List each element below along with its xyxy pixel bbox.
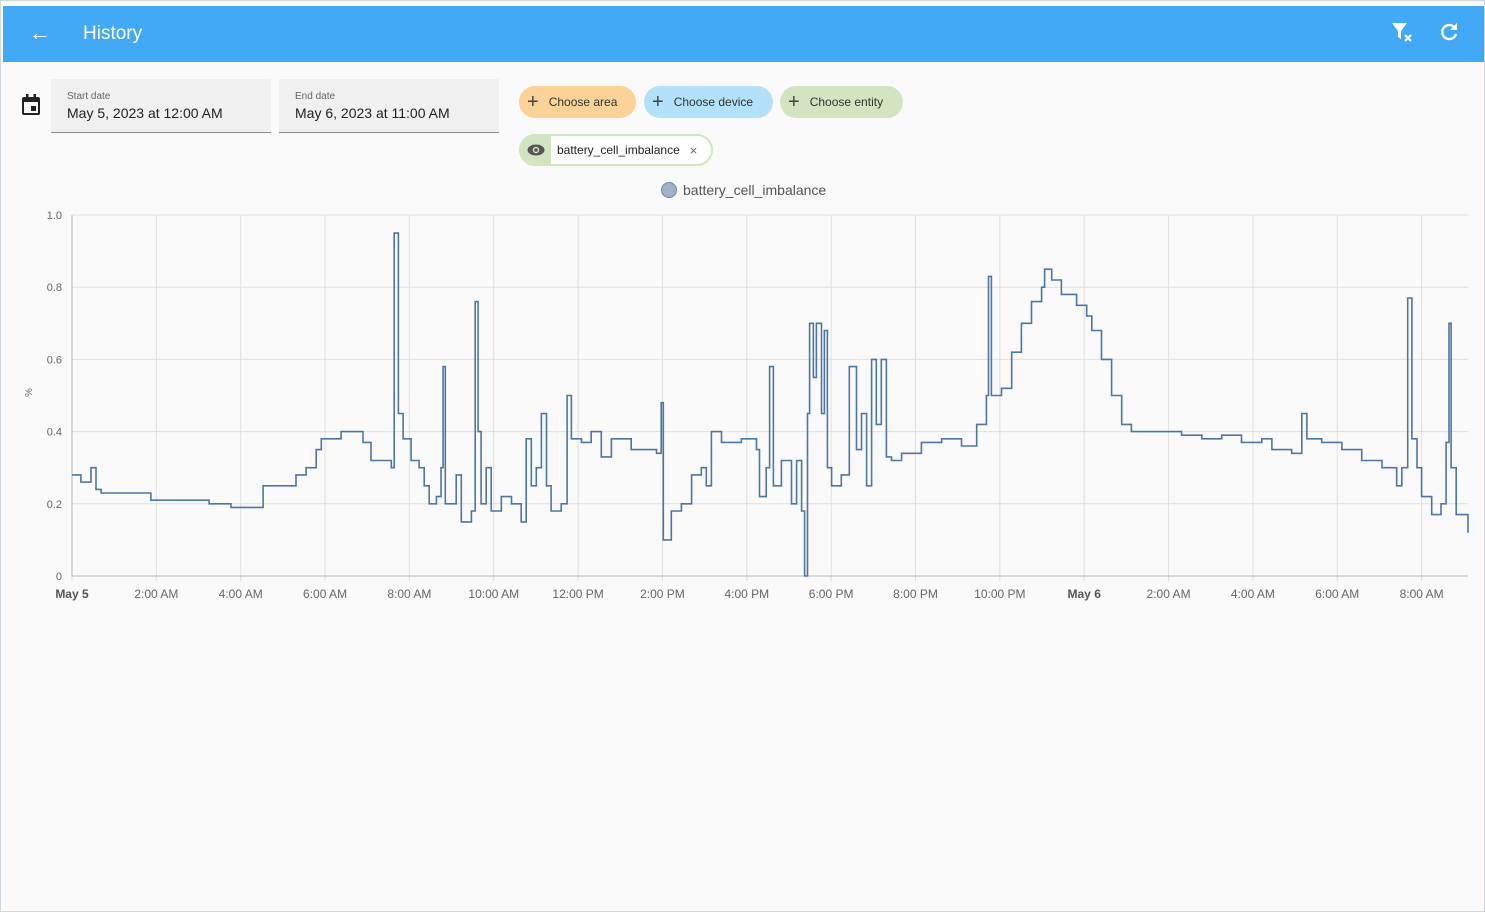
end-date-field[interactable]: End date May 6, 2023 at 11:00 AM [279, 79, 499, 133]
y-tick-label: 1.0 [47, 210, 62, 222]
x-tick-label: 8:00 PM [893, 587, 938, 601]
y-tick-label: 0.6 [47, 354, 62, 366]
plus-icon: + [527, 90, 539, 113]
x-tick-label: 6:00 AM [1315, 587, 1359, 601]
calendar-icon[interactable] [21, 94, 41, 116]
selected-entity-chip[interactable]: battery_cell_imbalance × [519, 134, 713, 166]
choose-entity-button[interactable]: + Choose entity [780, 86, 903, 118]
selected-entity-label: battery_cell_imbalance [557, 143, 680, 157]
end-date-value: May 6, 2023 at 11:00 AM [295, 105, 450, 121]
x-tick-label: 4:00 AM [1231, 587, 1275, 601]
x-tick-label: 2:00 AM [134, 587, 178, 601]
x-tick-label: 6:00 PM [809, 587, 854, 601]
end-date-label: End date [295, 91, 336, 102]
plus-icon: + [788, 90, 800, 113]
choose-entity-label: Choose entity [809, 95, 884, 109]
x-tick-label: 2:00 PM [640, 587, 685, 601]
filter-remove-icon[interactable] [1390, 20, 1414, 44]
app-header: ← History [3, 6, 1484, 62]
choose-area-label: Choose area [548, 95, 618, 109]
x-tick-label: 2:00 AM [1147, 587, 1191, 601]
x-tick-label: 4:00 AM [219, 587, 263, 601]
choose-device-button[interactable]: + Choose device [644, 86, 773, 118]
plus-icon: + [652, 90, 664, 113]
x-tick-label: 10:00 AM [468, 587, 519, 601]
x-tick-label: 10:00 PM [974, 587, 1025, 601]
x-tick-label: 8:00 AM [1400, 587, 1444, 601]
history-chart[interactable]: 0 0.2 0.4 0.6 0.8 1.0 May 5 2:00 AM 4:00 AM 6:00 … [1, 1, 1485, 621]
start-date-label: Start date [67, 91, 111, 102]
chart-legend-item[interactable]: battery_cell_imbalance [661, 182, 826, 198]
page-title: History [83, 23, 143, 44]
start-date-field[interactable]: Start date May 5, 2023 at 12:00 AM [51, 79, 271, 133]
choose-device-label: Choose device [673, 95, 754, 109]
y-tick-label: 0 [56, 571, 62, 583]
start-date-value: May 5, 2023 at 12:00 AM [67, 105, 223, 121]
y-tick-label: 0.2 [47, 499, 62, 511]
y-tick-label: 0.4 [47, 427, 62, 439]
x-tick-label: May 6 [1068, 587, 1102, 601]
back-button[interactable]: ← [29, 20, 51, 45]
choose-area-button[interactable]: + Choose area [519, 86, 636, 118]
refresh-icon[interactable] [1437, 20, 1461, 44]
x-tick-label: 6:00 AM [303, 587, 347, 601]
x-tick-label: 4:00 PM [724, 587, 769, 601]
remove-entity-icon[interactable]: × [689, 142, 698, 158]
y-axis-label: % [24, 388, 35, 397]
legend-label: battery_cell_imbalance [683, 182, 827, 198]
legend-swatch [661, 182, 677, 198]
y-tick-label: 0.8 [47, 282, 62, 294]
x-tick-label: 12:00 PM [552, 587, 603, 601]
x-tick-label: May 5 [55, 587, 89, 601]
series-line [72, 232, 1469, 577]
eye-icon [521, 136, 551, 164]
x-tick-label: 8:00 AM [387, 587, 431, 601]
